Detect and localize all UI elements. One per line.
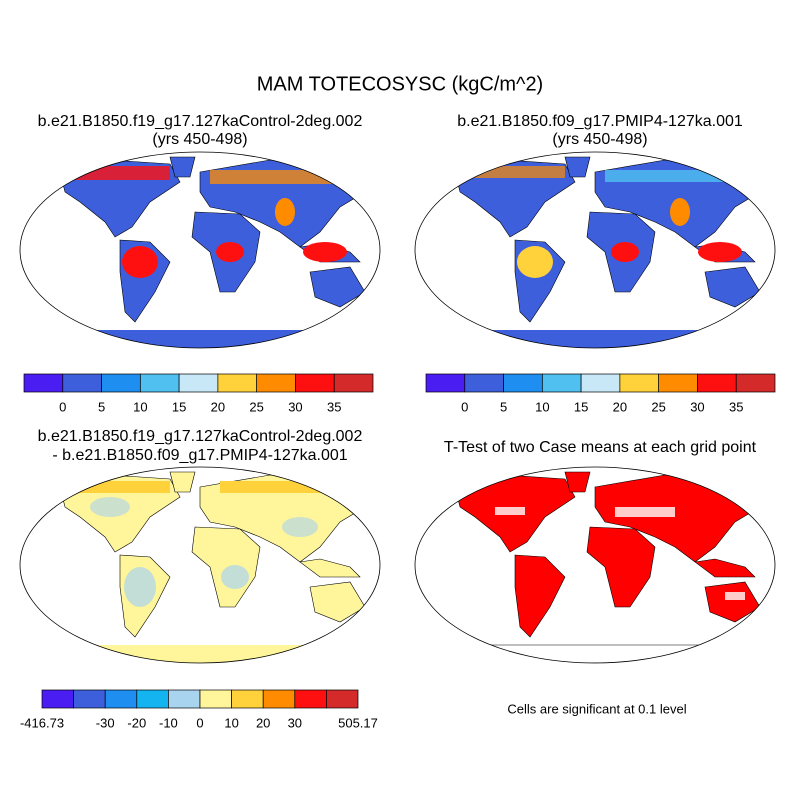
colorbar-label: 35 xyxy=(327,399,341,414)
panel-title: b.e21.B1850.f19_g17.127kaControl-2deg.00… xyxy=(38,113,363,130)
colorbar-label: 25 xyxy=(249,399,263,414)
colorbar-box xyxy=(333,373,374,393)
colorbar-label: 10 xyxy=(224,715,238,730)
panel-title: - b.e21.B1850.f09_g17.PMIP4-127ka.001 xyxy=(52,447,347,464)
panel-title: (yrs 450-498) xyxy=(552,131,647,148)
panel-title: b.e21.B1850.f09_g17.PMIP4-127ka.001 xyxy=(457,113,743,130)
colorbar-label: 35 xyxy=(729,399,743,414)
colorbar-label: 10 xyxy=(133,399,147,414)
colorbar-box xyxy=(199,689,232,709)
colorbar-box xyxy=(73,689,106,709)
colorbar-box xyxy=(295,373,335,393)
colorbar-box xyxy=(294,689,327,709)
colorbar-label: 30 xyxy=(288,715,302,730)
colorbar-label: 20 xyxy=(256,715,270,730)
colorbar-box xyxy=(425,373,466,393)
colorbar-box xyxy=(139,373,180,393)
colorbar-box xyxy=(464,373,504,393)
colorbar-label: 20 xyxy=(211,399,225,414)
colorbar-box xyxy=(735,373,776,393)
colorbar-label: 0 xyxy=(461,399,468,414)
colorbar-label: 5 xyxy=(500,399,507,414)
colorbar-label: 30 xyxy=(690,399,704,414)
panel-title: b.e21.B1850.f19_g17.127kaControl-2deg.00… xyxy=(38,428,363,445)
map xyxy=(414,151,776,349)
colorbar-box xyxy=(326,689,359,709)
colorbar-box xyxy=(101,373,141,393)
panel-title: T-Test of two Case means at each grid po… xyxy=(444,439,757,456)
colorbar-label: 505.17 xyxy=(338,715,378,730)
note: Cells are significant at 0.1 level xyxy=(507,701,686,716)
colorbar-box xyxy=(697,373,737,393)
colorbar-label: -30 xyxy=(96,715,115,730)
colorbar-box xyxy=(136,689,169,709)
colorbar-box xyxy=(580,373,621,393)
colorbar-box xyxy=(168,689,201,709)
colorbars: 0 5 10 15 20 25 30 35 0 5 10 15 20 25 30 35 -416.73 -30 -2… xyxy=(20,373,776,730)
colorbar-label: 20 xyxy=(613,399,627,414)
map xyxy=(414,466,776,664)
colorbar-label: 15 xyxy=(172,399,186,414)
map xyxy=(19,151,381,349)
colorbar-box xyxy=(41,689,74,709)
colorbar-box xyxy=(541,373,582,393)
colorbar-box xyxy=(256,373,296,393)
colorbar-label: 0 xyxy=(196,715,203,730)
figure-title: MAM TOTECOSYSC (kgC/m^2) xyxy=(257,73,543,95)
panel-title: (yrs 450-498) xyxy=(152,131,247,148)
colorbar-box xyxy=(231,689,264,709)
colorbar-label: -20 xyxy=(127,715,146,730)
colorbar-label: -416.73 xyxy=(20,715,64,730)
colorbar-label: 10 xyxy=(535,399,549,414)
colorbar-box xyxy=(62,373,102,393)
colorbar-label: 5 xyxy=(98,399,105,414)
colorbar-box xyxy=(503,373,543,393)
colorbar-box xyxy=(658,373,698,393)
colorbar-box xyxy=(104,689,138,709)
colorbar-label: 15 xyxy=(574,399,588,414)
colorbar-box xyxy=(23,373,64,393)
colorbar-label: 30 xyxy=(288,399,302,414)
map xyxy=(19,466,381,664)
colorbar-label: -10 xyxy=(159,715,178,730)
colorbar-box xyxy=(262,689,296,709)
colorbar-box xyxy=(178,373,219,393)
colorbar-box xyxy=(619,373,660,393)
colorbar-label: 0 xyxy=(59,399,66,414)
colorbar-label: 25 xyxy=(651,399,665,414)
colorbar-box xyxy=(217,373,258,393)
